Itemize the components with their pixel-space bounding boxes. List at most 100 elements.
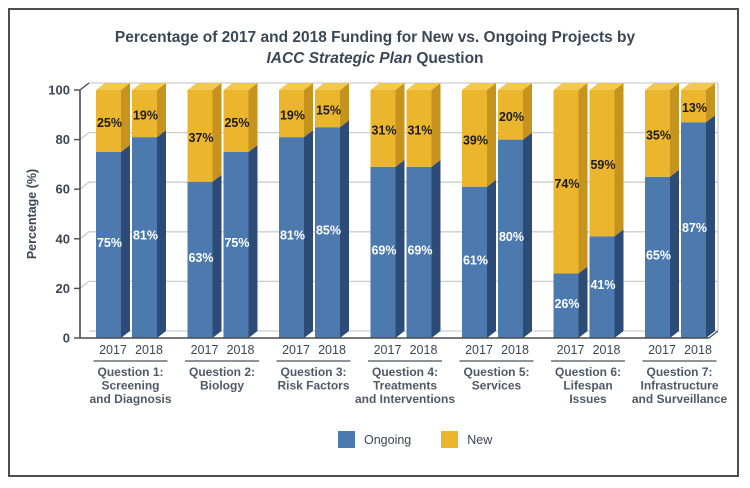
bar-top-new bbox=[681, 83, 715, 90]
bar-segment-ongoing bbox=[553, 273, 579, 338]
bar-value-label-ongoing: 81% bbox=[280, 229, 305, 243]
bar-value-label-new: 19% bbox=[133, 109, 158, 123]
year-label: 2017 bbox=[99, 343, 127, 357]
bar-value-label-ongoing: 85% bbox=[316, 224, 341, 238]
grid-connector bbox=[79, 280, 90, 289]
year-label: 2017 bbox=[374, 343, 402, 357]
floor-right-diagonal bbox=[708, 330, 719, 339]
bar-side-new bbox=[340, 83, 349, 128]
bar-side-ongoing bbox=[304, 130, 313, 338]
bar-top-new bbox=[370, 83, 405, 90]
y-tick-label: 60 bbox=[56, 182, 70, 197]
bar-side-ongoing bbox=[248, 145, 258, 338]
grid-connector bbox=[79, 231, 90, 240]
bar-value-label-ongoing: 69% bbox=[407, 243, 432, 257]
bar-value-label-new: 13% bbox=[682, 101, 707, 115]
bar-segment-new bbox=[370, 90, 396, 167]
bar-segment-new bbox=[96, 90, 121, 152]
legend-item-ongoing: Ongoing bbox=[338, 431, 411, 448]
bar-side-new bbox=[614, 83, 624, 237]
bar-side-new bbox=[578, 83, 588, 274]
year-label: 2017 bbox=[282, 343, 310, 357]
bar-side-ongoing bbox=[121, 145, 130, 338]
bar-segment-ongoing bbox=[279, 137, 304, 338]
bar-value-label-ongoing: 61% bbox=[463, 253, 488, 267]
bar-segment-ongoing bbox=[498, 139, 523, 338]
y-tick-label: 0 bbox=[63, 331, 70, 346]
bar-segment-new bbox=[279, 90, 304, 138]
bar-segment-ongoing bbox=[589, 236, 615, 338]
legend-swatch-new bbox=[441, 431, 459, 448]
bar-side-new bbox=[157, 83, 166, 138]
bar-side-ongoing bbox=[212, 174, 222, 338]
bar-segment-ongoing bbox=[315, 127, 340, 338]
year-label: 2018 bbox=[410, 343, 438, 357]
bar-segment-new bbox=[462, 90, 487, 187]
bar-segment-ongoing bbox=[187, 181, 213, 338]
bar-value-label-ongoing: 65% bbox=[646, 248, 671, 262]
bar-value-label-ongoing: 75% bbox=[224, 236, 249, 250]
bar-value-label-new: 15% bbox=[316, 104, 341, 118]
year-label: 2018 bbox=[227, 343, 255, 357]
legend-label-new: New bbox=[467, 432, 493, 447]
chart-title-line2: IACC Strategic Plan Question bbox=[0, 48, 750, 69]
y-tick-label: 80 bbox=[56, 132, 70, 147]
bar-value-label-new: 31% bbox=[407, 123, 432, 137]
bar-side-new bbox=[395, 83, 405, 167]
bar-side-new bbox=[248, 83, 258, 152]
bar-side-new bbox=[487, 83, 496, 187]
bar-side-new bbox=[706, 83, 715, 123]
bar-value-label-new: 35% bbox=[646, 128, 671, 142]
chart-title-line1: Percentage of 2017 and 2018 Funding for … bbox=[114, 29, 636, 46]
group-label: Services bbox=[472, 379, 522, 393]
bar-segment-new bbox=[223, 90, 249, 152]
bar-top-new bbox=[553, 83, 588, 90]
group-label: Question 3: bbox=[280, 365, 346, 379]
year-label: 2017 bbox=[648, 343, 676, 357]
chart-title: Percentage of 2017 and 2018 Funding for … bbox=[0, 27, 750, 69]
bar-segment-new bbox=[406, 90, 432, 167]
group-label: and Interventions bbox=[355, 392, 455, 406]
bar-value-label-ongoing: 26% bbox=[554, 297, 579, 311]
bar-top-new bbox=[279, 83, 313, 90]
bar-value-label-new: 59% bbox=[590, 158, 615, 172]
bar-top-new bbox=[223, 83, 258, 90]
bar-top-new bbox=[132, 83, 166, 90]
bar-value-label-ongoing: 41% bbox=[590, 278, 615, 292]
legend-label-ongoing: Ongoing bbox=[364, 432, 412, 447]
bar-side-ongoing bbox=[431, 159, 441, 338]
group-label: Infrastructure bbox=[640, 379, 718, 393]
bar-segment-new bbox=[553, 90, 579, 274]
bar-segment-ongoing bbox=[462, 186, 487, 338]
bar-side-ongoing bbox=[523, 132, 532, 338]
bar-top-new bbox=[187, 83, 222, 90]
year-label: 2018 bbox=[593, 343, 621, 357]
group-label: Question 5: bbox=[463, 365, 529, 379]
bar-side-ongoing bbox=[706, 115, 715, 339]
year-label: 2017 bbox=[465, 343, 493, 357]
bar-value-label-new: 25% bbox=[97, 116, 122, 130]
bar-segment-new bbox=[645, 90, 670, 177]
bar-segment-ongoing bbox=[681, 122, 706, 339]
y-tick-label: 20 bbox=[56, 281, 70, 296]
group-label: Question 1: bbox=[97, 365, 163, 379]
bar-value-label-new: 39% bbox=[463, 133, 488, 147]
year-label: 2018 bbox=[684, 343, 712, 357]
bar-side-new bbox=[670, 83, 679, 177]
group-label: Risk Factors bbox=[277, 379, 349, 393]
bar-top-new bbox=[96, 83, 130, 90]
bar-side-ongoing bbox=[670, 169, 679, 338]
bar-side-ongoing bbox=[395, 159, 405, 338]
bar-value-label-ongoing: 81% bbox=[133, 229, 158, 243]
group-label: and Surveillance bbox=[632, 392, 728, 406]
bar-segment-new bbox=[187, 90, 213, 182]
group-label: Screening bbox=[101, 379, 159, 393]
group-label: Lifespan bbox=[563, 379, 612, 393]
bar-value-label-new: 19% bbox=[280, 109, 305, 123]
bar-top-new bbox=[315, 83, 349, 90]
year-label: 2018 bbox=[501, 343, 529, 357]
bar-value-label-new: 37% bbox=[188, 131, 213, 145]
group-label: Question 2: bbox=[189, 365, 255, 379]
group-label: Biology bbox=[200, 379, 244, 393]
